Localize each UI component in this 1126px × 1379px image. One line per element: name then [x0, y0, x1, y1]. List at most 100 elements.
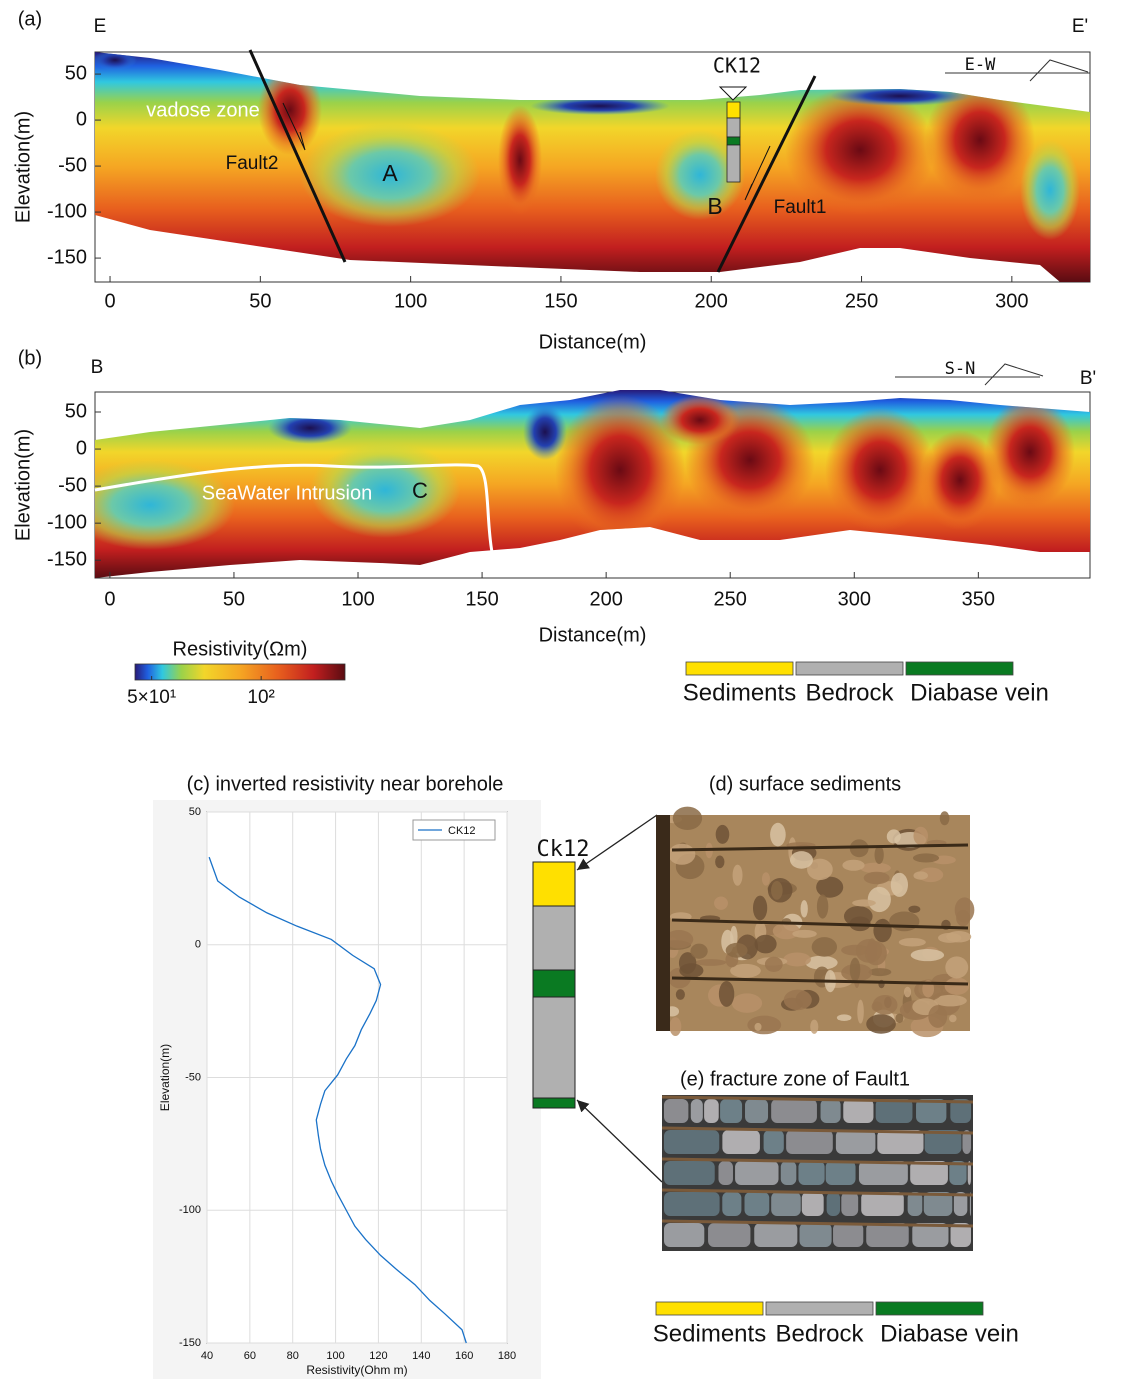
borehole-segment: [532, 996, 576, 1099]
core-piece: [969, 1192, 971, 1216]
core-piece: [754, 1223, 798, 1247]
x-tick-label: 80: [287, 1350, 299, 1362]
legend-box: [412, 819, 496, 841]
clast: [867, 886, 891, 913]
clast: [754, 934, 777, 954]
borehole-column: [726, 136, 741, 146]
borehole-segment: [532, 861, 576, 907]
tray-edge: [656, 815, 670, 1031]
core-piece: [877, 1130, 924, 1154]
tray-divider: [671, 976, 969, 986]
legend-label: Diabase vein: [880, 1320, 1019, 1347]
y-tick-label: -50: [58, 474, 87, 496]
core-piece: [916, 1099, 947, 1123]
borehole-column: [726, 101, 741, 119]
core-piece: [858, 1161, 908, 1185]
clast: [731, 993, 763, 1013]
y-tick-label: 50: [65, 400, 87, 422]
clast: [841, 944, 870, 956]
clast: [761, 872, 770, 886]
annotation: Fault1: [774, 197, 827, 218]
borehole-segment: [532, 1097, 576, 1109]
anomaly: [300, 123, 480, 227]
anomaly: [785, 85, 935, 215]
clast: [913, 871, 928, 880]
core-piece: [820, 1099, 841, 1123]
clast: [903, 986, 912, 998]
legend-label: Diabase vein: [910, 679, 1049, 706]
clast: [956, 909, 970, 927]
x-tick-label: 150: [544, 290, 577, 312]
core-piece: [722, 1130, 760, 1154]
clast: [944, 977, 970, 995]
y-tick-label: -150: [47, 548, 87, 570]
anomaly: [985, 397, 1075, 507]
core-piece: [950, 1099, 971, 1123]
clast: [895, 1013, 904, 1024]
tray-divider: [671, 843, 969, 852]
legend-label: Sediments: [683, 679, 796, 706]
clast: [949, 1014, 957, 1023]
clast: [805, 955, 838, 970]
core-piece: [950, 1223, 971, 1247]
core-piece: [924, 1130, 962, 1154]
x-tick-label: 300: [838, 588, 871, 610]
colorbar-tick-label: 5×10¹: [127, 687, 176, 708]
core-piece: [825, 1161, 856, 1185]
core-piece: [962, 1130, 971, 1154]
clast: [732, 864, 743, 886]
y-axis-title: Elevation(m): [158, 1044, 172, 1111]
clast: [664, 930, 694, 949]
clast: [718, 980, 735, 1007]
core-piece: [771, 1099, 817, 1123]
clast: [714, 896, 728, 910]
clast: [857, 999, 864, 1024]
fault2: [248, 49, 347, 263]
core-piece: [664, 1099, 689, 1123]
core-piece: [866, 1223, 909, 1247]
clast: [668, 843, 696, 865]
fault1: [716, 75, 817, 273]
anomaly: [925, 78, 1035, 202]
clast: [890, 872, 909, 897]
x-tick-label: 120: [369, 1350, 387, 1362]
tray-divider: [661, 1157, 974, 1166]
clast: [868, 968, 892, 977]
clast: [807, 858, 833, 881]
core-piece: [949, 1161, 967, 1185]
x-axis-title: Resistivity(Ohm m): [306, 1363, 407, 1377]
clast: [913, 826, 929, 846]
anomaly: [555, 395, 685, 545]
clast: [934, 994, 967, 1007]
clast: [715, 855, 725, 869]
core-piece: [704, 1099, 719, 1123]
anomaly: [825, 408, 935, 532]
x-axis-title: Distance(m): [539, 624, 647, 646]
y-tick-label: 50: [65, 62, 87, 84]
sediment-texture: [658, 806, 975, 1038]
borehole-segment: [532, 905, 576, 971]
y-axis-title: Elevation(m): [12, 429, 34, 541]
clast: [886, 829, 901, 844]
core-piece: [910, 1161, 948, 1185]
x-axis-title: Distance(m): [539, 331, 647, 353]
clast: [783, 989, 812, 1011]
clast: [754, 1022, 762, 1031]
chart-title: (c) inverted resistivity near borehole: [187, 773, 504, 795]
x-tick-label: 250: [845, 290, 878, 312]
anomaly: [268, 412, 352, 444]
x-tick-label: 200: [589, 588, 622, 610]
clast: [811, 937, 838, 957]
clast: [908, 905, 921, 913]
x-tick-label: 150: [465, 588, 498, 610]
clast: [715, 824, 730, 844]
anomaly: [1020, 140, 1080, 240]
legend-swatch: [875, 1301, 984, 1316]
clast: [898, 937, 926, 947]
core-piece: [708, 1223, 751, 1247]
core-piece: [722, 1192, 742, 1216]
anomaly: [920, 430, 1000, 530]
colorbar-tick-label: 10²: [247, 687, 274, 708]
panel-label: (a): [18, 8, 42, 30]
